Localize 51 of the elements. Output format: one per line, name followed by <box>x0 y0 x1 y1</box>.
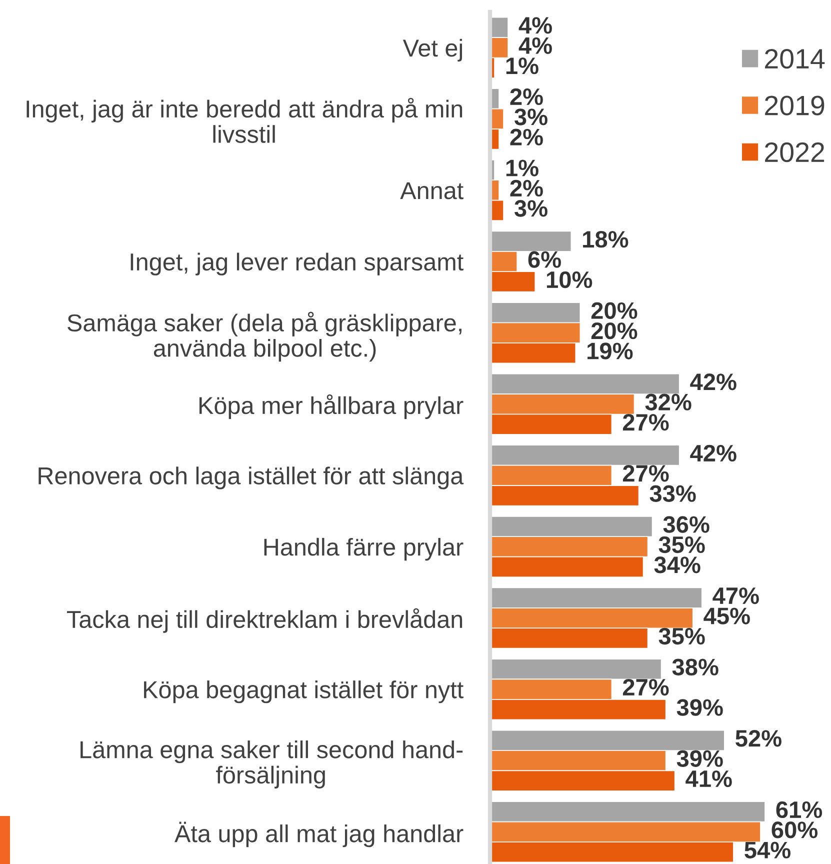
y-tick-label: Lämna egna saker till second hand-försäljning <box>80 740 463 788</box>
data-label: 6% <box>528 251 561 268</box>
data-label: 10% <box>546 271 592 288</box>
data-label: 32% <box>645 394 692 411</box>
y-tick-label: Köpa begagnat istället för nytt <box>144 680 464 704</box>
data-label: 34% <box>654 556 700 574</box>
data-label: 27% <box>622 465 669 482</box>
y-tick-label: Tacka nej till direktreklam i brevlådan <box>67 608 462 633</box>
y-tick-label: Köpa mer hållbara prylar <box>199 394 464 419</box>
data-label: 35% <box>658 536 705 554</box>
data-label: 20% <box>591 302 638 319</box>
data-label: 33% <box>650 485 696 502</box>
data-label: 27% <box>622 414 669 431</box>
y-tick-label: Annat <box>400 182 464 200</box>
data-label: 1% <box>506 58 538 74</box>
data-label: 2% <box>510 128 543 146</box>
y-tick-label: Vet ej <box>402 38 462 62</box>
data-label: 38% <box>672 658 718 676</box>
data-label: 20% <box>591 322 638 340</box>
data-label: 4% <box>518 17 552 34</box>
data-label: 42% <box>690 374 736 390</box>
data-label: 52% <box>736 730 782 747</box>
data-label: 35% <box>658 628 705 645</box>
data-label: 3% <box>514 108 548 126</box>
data-label: 45% <box>704 608 750 624</box>
y-tick-label: Renovera och laga istället för att slänga <box>38 466 464 490</box>
data-label: 47% <box>712 588 759 604</box>
data-label: 42% <box>690 444 736 462</box>
data-label: 41% <box>686 770 732 788</box>
data-label: 61% <box>776 801 822 818</box>
y-tick-label: Inget, jag lever redan sparsamt <box>130 252 464 276</box>
data-label: 36% <box>663 516 710 533</box>
legend-label: 2014 <box>765 48 825 69</box>
data-label: 4% <box>518 37 552 54</box>
data-label: 2% <box>510 180 543 197</box>
data-label: 1% <box>506 160 538 176</box>
data-label: 2% <box>510 88 543 106</box>
data-label: 60% <box>772 822 818 838</box>
data-label: 19% <box>588 342 633 360</box>
y-tick-label: Samäga saker (dela på gräsklippare, använda bilpool etc.) <box>68 312 462 362</box>
y-tick-label: Äta upp all mat jag handlar <box>174 822 464 848</box>
data-label: 27% <box>622 678 669 696</box>
legend-label: 2019 <box>765 96 824 116</box>
data-label: 18% <box>583 230 628 248</box>
legend-label: 2022 <box>765 142 824 162</box>
data-label: 3% <box>514 200 548 217</box>
data-label: 39% <box>676 750 723 767</box>
data-label: 54% <box>744 842 790 858</box>
y-tick-label: Inget, jag är inte beredd att ändra på min livsstil <box>26 98 462 143</box>
data-label: 39% <box>676 699 723 716</box>
y-tick-label: Handla färre prylar <box>264 538 464 561</box>
